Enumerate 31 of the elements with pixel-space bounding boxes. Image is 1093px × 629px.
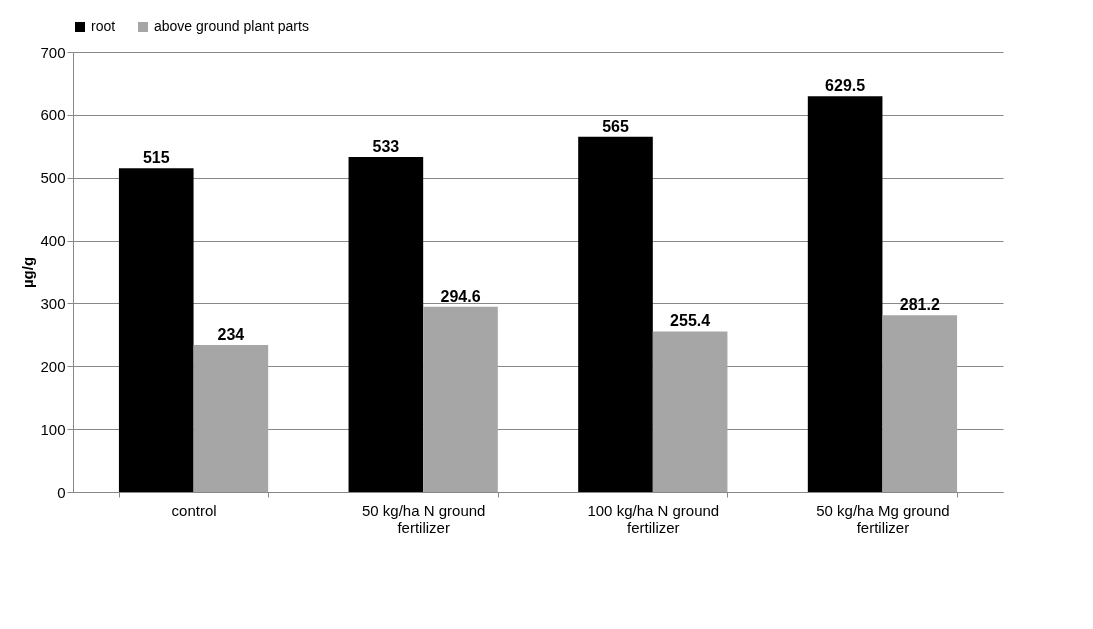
bar bbox=[118, 168, 194, 492]
bar bbox=[882, 315, 958, 492]
x-tick-label: control bbox=[171, 501, 217, 519]
y-tick-label: 0 bbox=[57, 483, 66, 501]
y-tick-label: 700 bbox=[40, 43, 66, 61]
y-tick-label: 600 bbox=[40, 106, 66, 124]
data-label: 234 bbox=[217, 325, 245, 343]
data-label: 629.5 bbox=[825, 77, 866, 95]
data-label: 281.2 bbox=[899, 296, 940, 314]
x-tick-label: 50 kg/ha N ground fertilizer bbox=[361, 501, 486, 536]
y-axis-title: µg/g bbox=[19, 256, 37, 289]
bar bbox=[348, 156, 424, 492]
bar bbox=[652, 331, 728, 492]
y-tick-label: 100 bbox=[40, 420, 66, 438]
y-tick-label: 200 bbox=[40, 357, 66, 375]
data-label: 565 bbox=[602, 117, 629, 135]
legend-label: root bbox=[91, 18, 116, 34]
y-tick-label: 500 bbox=[40, 169, 66, 187]
bar bbox=[807, 96, 883, 492]
bar bbox=[578, 136, 653, 492]
data-label: 515 bbox=[142, 149, 170, 167]
y-tick-label: 400 bbox=[40, 232, 66, 250]
data-label: 255.4 bbox=[670, 312, 711, 330]
data-label: 294.6 bbox=[440, 287, 481, 305]
x-tick-label: 100 kg/ha N ground fertilizer bbox=[587, 501, 720, 536]
data-label: 533 bbox=[372, 137, 400, 155]
y-tick-label: 300 bbox=[40, 294, 66, 312]
legend-label: above ground plant parts bbox=[154, 18, 309, 34]
bar bbox=[423, 306, 498, 492]
x-tick-label: 50 kg/ha Mg ground fertilizer bbox=[816, 501, 950, 536]
bar bbox=[193, 344, 269, 492]
